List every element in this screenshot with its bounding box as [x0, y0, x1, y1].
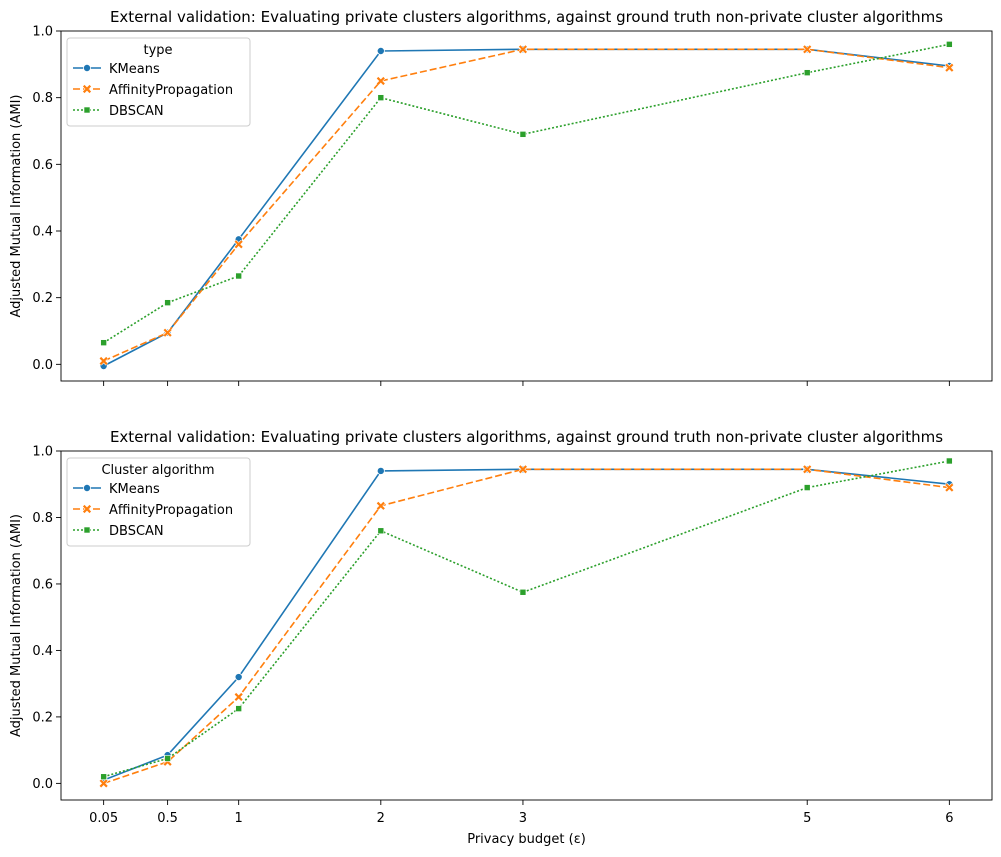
- chart-panel-2: External validation: Evaluating private …: [9, 428, 993, 847]
- data-point-affinitypropagation-stroke: [376, 501, 385, 510]
- data-point-affinitypropagation-stroke: [803, 45, 812, 54]
- data-point-kmeans: [376, 47, 385, 56]
- data-point-dbscan: [235, 272, 242, 280]
- chart-title: External validation: Evaluating private …: [110, 428, 943, 446]
- x-tick-label: 6: [945, 811, 953, 826]
- legend-label-affinitypropagation: AffinityPropagation: [109, 83, 233, 98]
- data-point-dbscan: [100, 339, 107, 346]
- y-axis-label: Adjusted Mutual Information (AMI): [9, 95, 24, 318]
- legend-marker-kmeans: [83, 483, 92, 492]
- y-tick-label: 1.0: [32, 25, 53, 40]
- y-tick-label: 0.8: [32, 511, 53, 526]
- legend-marker-dbscan: [83, 526, 91, 534]
- x-tick-label: 0.05: [89, 811, 118, 826]
- data-point-dbscan: [164, 299, 171, 306]
- y-tick-label: 0.4: [32, 644, 53, 659]
- axes-frame: [60, 450, 993, 801]
- data-point-dbscan: [803, 484, 811, 491]
- legend-label-kmeans: KMeans: [109, 482, 160, 497]
- legend-label-dbscan: DBSCAN: [109, 104, 164, 119]
- legend-marker-affinitypropagation: [82, 504, 92, 514]
- legend-marker-kmeans: [83, 64, 92, 73]
- legend-marker-dbscan: [83, 106, 91, 114]
- data-point-affinitypropagation: [944, 483, 954, 493]
- data-point-kmeans: [376, 466, 385, 475]
- y-tick-label: 0.0: [32, 358, 53, 373]
- data-point-dbscan: [946, 457, 953, 465]
- legend-marker-affinitypropagation-stroke: [82, 84, 92, 94]
- chart-panel-1: External validation: Evaluating private …: [9, 8, 993, 386]
- y-tick-label: 0.8: [32, 91, 53, 106]
- data-point-dbscan: [519, 588, 527, 596]
- legend-box: [66, 457, 251, 547]
- data-point-dbscan: [377, 94, 385, 101]
- y-tick-label: 0.6: [32, 577, 53, 592]
- data-point-affinitypropagation: [376, 501, 386, 511]
- data-point-affinitypropagation: [99, 356, 109, 366]
- y-tick-label: 0.4: [32, 225, 53, 240]
- data-point-affinitypropagation-stroke: [945, 63, 954, 72]
- data-point-affinitypropagation-stroke: [376, 76, 385, 86]
- x-axis-label: Privacy budget (ε): [467, 832, 586, 847]
- data-point-dbscan: [946, 41, 953, 48]
- x-tick-label: 5: [803, 811, 811, 826]
- data-point-affinitypropagation: [518, 44, 528, 54]
- x-tick-label: 1: [235, 811, 243, 826]
- y-tick-label: 0.6: [32, 158, 53, 173]
- data-point-affinitypropagation-stroke: [803, 465, 812, 474]
- data-point-affinitypropagation: [99, 778, 109, 788]
- data-point-affinitypropagation: [944, 63, 954, 73]
- legend-label-dbscan: DBSCAN: [109, 524, 164, 539]
- data-point-affinitypropagation-stroke: [518, 45, 528, 54]
- data-point-dbscan: [803, 69, 811, 76]
- legend-title: Cluster algorithm: [101, 463, 214, 478]
- data-point-affinitypropagation-stroke: [945, 483, 954, 492]
- data-point-affinitypropagation-stroke: [518, 465, 528, 474]
- legend-marker-affinitypropagation: [82, 84, 92, 94]
- y-tick-label: 0.2: [32, 710, 53, 725]
- data-point-dbscan: [235, 705, 242, 712]
- data-point-affinitypropagation: [234, 692, 244, 702]
- legend-label-affinitypropagation: AffinityPropagation: [109, 503, 233, 518]
- legend-label-kmeans: KMeans: [109, 62, 160, 77]
- legend-marker-affinitypropagation-stroke: [82, 504, 92, 514]
- axes-frame: [60, 30, 993, 382]
- data-point-kmeans: [234, 673, 243, 682]
- data-point-affinitypropagation-stroke: [234, 240, 243, 249]
- data-point-affinitypropagation: [802, 44, 812, 54]
- data-point-affinitypropagation: [802, 464, 812, 474]
- chart-title: External validation: Evaluating private …: [110, 8, 943, 26]
- legend: Cluster algorithm KMeans AffinityPropagati…: [66, 457, 251, 547]
- legend: type KMeans AffinityPropagation DBSCAN: [66, 37, 251, 127]
- x-tick-label: 0.5: [157, 811, 178, 826]
- data-point-affinitypropagation: [376, 76, 386, 86]
- x-tick-label: 2: [377, 811, 385, 826]
- data-point-dbscan: [100, 773, 107, 781]
- y-tick-label: 1.0: [32, 445, 53, 460]
- data-point-affinitypropagation: [518, 464, 528, 474]
- data-point-affinitypropagation-stroke: [99, 779, 108, 788]
- y-tick-label: 0.0: [32, 777, 53, 792]
- data-point-affinitypropagation: [163, 328, 173, 338]
- data-point-affinitypropagation: [234, 239, 244, 249]
- data-point-dbscan: [377, 527, 385, 535]
- legend-box: [66, 37, 251, 127]
- data-point-affinitypropagation-stroke: [234, 692, 243, 702]
- data-point-dbscan: [164, 755, 171, 762]
- legend-title: type: [143, 43, 172, 58]
- y-tick-label: 0.2: [32, 291, 53, 306]
- data-point-affinitypropagation-stroke: [99, 356, 108, 366]
- y-axis-label: Adjusted Mutual Information (AMI): [9, 514, 24, 737]
- x-tick-label: 3: [519, 811, 527, 826]
- data-point-affinitypropagation-stroke: [163, 328, 172, 337]
- data-point-dbscan: [519, 131, 527, 138]
